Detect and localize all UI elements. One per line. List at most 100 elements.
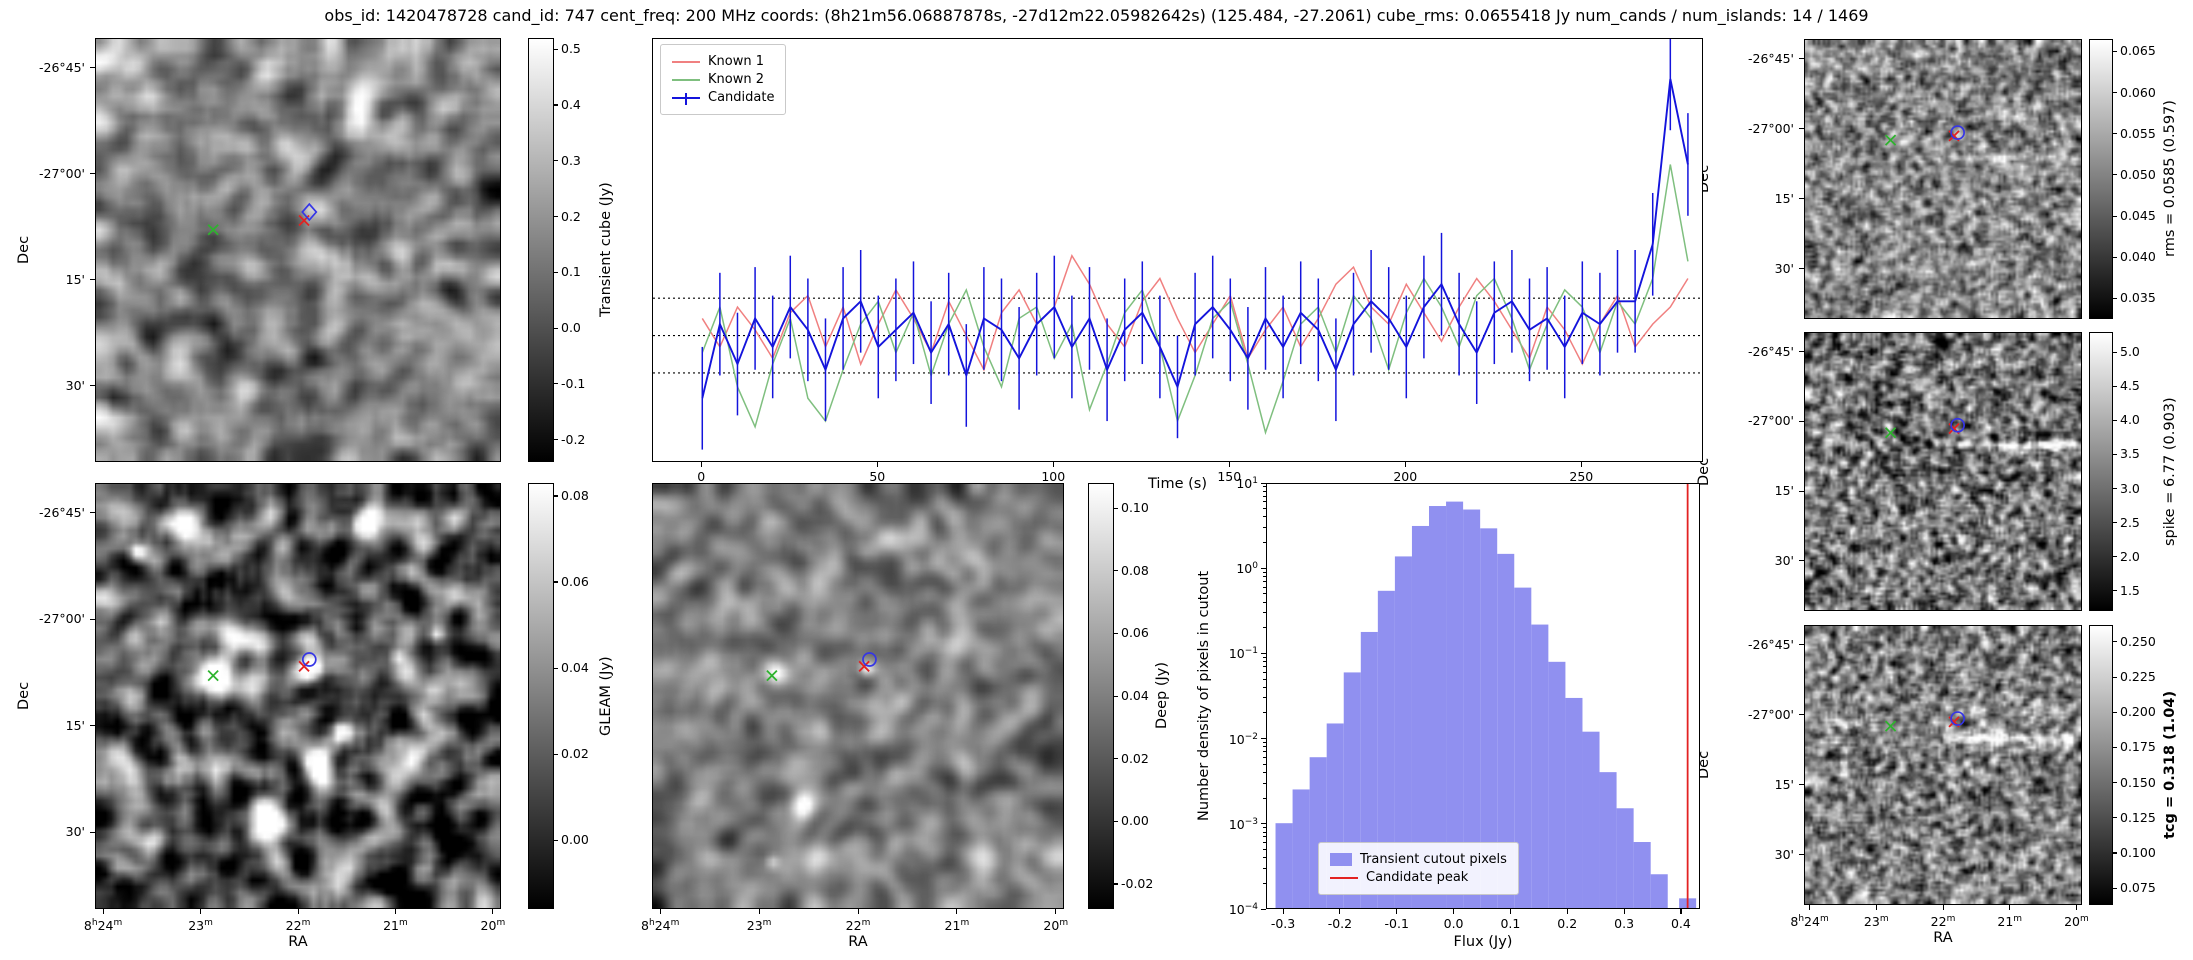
tick-label: 50 <box>869 469 886 484</box>
tick-mark <box>1263 712 1266 714</box>
tick-mark <box>2113 453 2117 456</box>
legend-item-known1: Known 1 <box>672 54 774 69</box>
tick-mark <box>1263 593 1266 595</box>
rms-cutout-panel <box>1804 39 2082 319</box>
tick-mark <box>1263 772 1266 773</box>
tick-mark <box>1263 527 1266 529</box>
tick-label: 15' <box>1774 483 1794 499</box>
colorbar-rms <box>2089 39 2113 319</box>
tick-label: 0.075 <box>2120 880 2156 896</box>
tick-label: 200 <box>1393 469 1418 484</box>
known-source-marker-icon <box>1884 427 1897 439</box>
tick-mark <box>554 48 558 50</box>
tick-mark <box>1114 758 1118 760</box>
spike-cutout-image <box>1805 333 2081 610</box>
tick-mark <box>2113 522 2117 524</box>
tick-mark <box>1228 462 1230 467</box>
tick-label: 10−1 <box>1228 646 1258 662</box>
deep-cutout-markers-overlay <box>766 652 877 682</box>
tick-mark <box>2113 676 2117 678</box>
tick-label: 8h24m <box>1790 914 1829 930</box>
tick-mark <box>1263 490 1266 492</box>
tick-mark <box>1799 198 1804 200</box>
tick-label: 22m <box>845 918 871 934</box>
known1-line-sample-icon <box>672 60 700 63</box>
tick-label: 0.150 <box>2120 774 2156 790</box>
legend-label: Known 2 <box>708 72 764 87</box>
tick-mark <box>1263 612 1266 614</box>
tick-mark <box>1263 575 1266 577</box>
tick-label: -26°45' <box>1747 343 1794 359</box>
histogram-bar <box>1650 874 1668 908</box>
tick-label: 0.3 <box>561 152 581 168</box>
tick-mark <box>2075 905 2078 910</box>
tick-mark <box>1261 823 1266 825</box>
tick-mark <box>1263 666 1266 668</box>
dec-axis-label: Dec <box>16 681 32 711</box>
tick-label: 22m <box>285 918 311 934</box>
tick-label: 10−3 <box>1228 816 1258 832</box>
tick-mark <box>1052 462 1054 467</box>
histogram-bar <box>1275 823 1293 908</box>
tick-mark <box>554 839 558 841</box>
tick-mark <box>1263 882 1266 884</box>
legend-item-candidate-peak: Candidate peak <box>1330 870 1507 885</box>
tick-mark <box>2113 92 2117 94</box>
tick-mark <box>90 173 95 175</box>
tick-label: 4.0 <box>2120 412 2140 428</box>
tick-mark <box>2113 852 2117 854</box>
tick-mark <box>1809 905 1811 910</box>
tick-label: 21m <box>1997 914 2023 930</box>
tick-mark <box>554 216 558 218</box>
tick-mark <box>956 909 958 914</box>
tick-mark <box>554 383 558 385</box>
tick-mark <box>1263 627 1266 629</box>
tick-mark <box>1680 909 1682 914</box>
candidate-cross-marker-icon <box>1948 716 1960 728</box>
tick-mark <box>1263 542 1266 544</box>
tick-label: 20m <box>2064 914 2089 930</box>
tick-mark <box>2113 419 2117 422</box>
tick-mark <box>554 327 558 329</box>
tick-mark <box>2113 256 2117 258</box>
tick-label: 15' <box>1774 776 1794 792</box>
spike-cutout-markers-overlay <box>1884 417 1965 439</box>
legend-item-cutout-pixels: Transient cutout pixels <box>1330 852 1507 867</box>
tick-mark <box>2113 215 2117 217</box>
gleam-cutout-panel <box>95 483 501 909</box>
tick-mark <box>90 725 95 727</box>
tick-mark <box>1261 738 1266 740</box>
tick-label: 0.250 <box>2120 633 2156 649</box>
histogram-bar <box>1360 631 1378 908</box>
lightcurve-xlabel: Time (s) <box>1148 476 1207 492</box>
tick-label: -0.2 <box>561 431 586 447</box>
deep-cutout-panel <box>652 483 1064 909</box>
tick-label: -0.1 <box>1384 916 1409 931</box>
tick-label: 2.5 <box>2120 514 2140 530</box>
lightcurve-legend: Known 1 Known 2 Candidate <box>660 44 787 115</box>
tcg-cutout-panel <box>1804 625 2082 905</box>
tick-mark <box>1799 351 1804 353</box>
tick-mark <box>297 909 299 914</box>
tick-mark <box>2113 385 2117 388</box>
tick-mark <box>1261 908 1266 910</box>
tick-mark <box>1114 570 1118 572</box>
tick-mark <box>1263 746 1266 748</box>
lightcurve-panel <box>652 27 1703 462</box>
tick-mark <box>90 618 95 620</box>
tick-mark <box>2113 746 2117 748</box>
histogram-patch-sample-icon <box>1330 853 1352 866</box>
histogram-panel <box>1266 483 1700 909</box>
tick-mark <box>1566 909 1568 914</box>
figure-title: obs_id: 1420478728 cand_id: 747 cent_fre… <box>324 6 1869 25</box>
tick-label: 30' <box>65 377 85 393</box>
tick-mark <box>1263 501 1266 503</box>
known2-line-sample-icon <box>672 78 700 81</box>
tick-label: 8h24m <box>641 918 680 934</box>
histogram-bar <box>1548 661 1566 908</box>
histogram-bar <box>1292 789 1310 908</box>
tick-mark <box>554 495 558 497</box>
tick-mark <box>758 909 760 914</box>
known-source-marker-icon <box>1884 134 1897 146</box>
